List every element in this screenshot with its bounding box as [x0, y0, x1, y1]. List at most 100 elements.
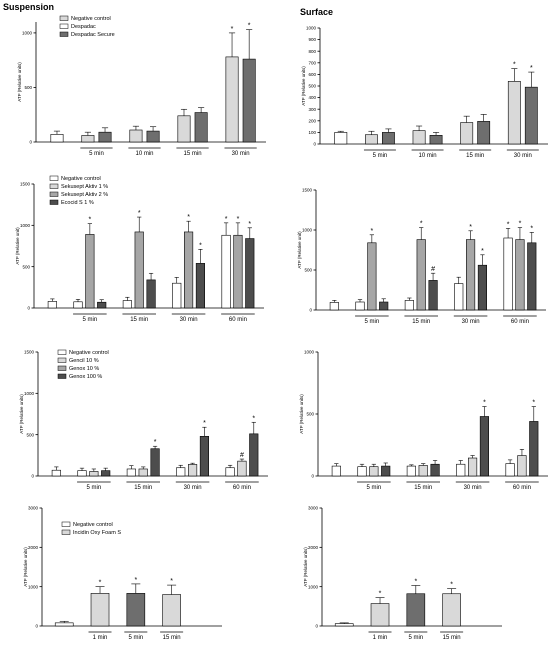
bar — [442, 593, 461, 627]
bar — [194, 112, 208, 143]
chart-surface-despadac: 0 100 200 300 400 500 600 700 800 900 1000 ATP (Rel… — [301, 26, 548, 159]
x-category-label: 15 min — [412, 319, 430, 325]
x-category-label: 30 min — [514, 153, 532, 159]
significance-mark: * — [187, 214, 190, 221]
x-category-label: 5 min — [367, 485, 382, 491]
x-category-label: 30 min — [464, 485, 482, 491]
y-tick-label: 1000 — [22, 31, 33, 36]
y-tick-label: 1000 — [24, 391, 35, 396]
bar — [51, 469, 61, 477]
x-category-label: 5 min — [83, 317, 98, 323]
bar — [466, 239, 476, 311]
bar — [428, 280, 438, 311]
bar — [225, 56, 239, 143]
chart-suspension-despadac: 0 500 1000 ATP (Relative units) 5 min 10 min 1… — [17, 15, 266, 157]
legend-label: Incidin Oxy Foam S — [73, 530, 121, 536]
chart-suspension-sekusept: 0 500 1000 1500 ATP (Relative unit) * 5 min * 15… — [15, 175, 264, 323]
bar — [146, 130, 160, 143]
significance-mark: * — [513, 62, 516, 69]
x-category-label: 15 min — [184, 151, 202, 157]
bar — [406, 593, 426, 627]
y-tick-label: 0 — [35, 624, 38, 629]
y-tick-label: 500 — [24, 85, 32, 90]
legend-label: Negative control — [71, 16, 111, 22]
y-tick-label: 1500 — [302, 188, 313, 193]
significance-mark: * — [225, 216, 228, 223]
bar — [429, 135, 443, 145]
bar — [456, 463, 466, 477]
legend-swatch — [49, 183, 59, 189]
bar — [505, 463, 515, 477]
legend-label: Sekusept Aktiv 2 % — [61, 192, 108, 198]
x-category-label: 5 min — [87, 485, 102, 491]
legend-swatch — [57, 365, 67, 371]
x-category-label: 15 min — [134, 485, 152, 491]
bar — [177, 115, 191, 143]
bar — [416, 239, 426, 311]
chart-surface-genox: 0 500 1000 ATP (Relative units) 5 min 15 min *… — [299, 350, 548, 491]
legend-label: Despadac Secure — [71, 32, 115, 38]
chart-suspension-genox: 0 500 1000 1500 ATP (Relative units) 5 min * 15… — [19, 349, 268, 491]
bar — [477, 121, 491, 145]
bar — [477, 264, 487, 311]
bar — [90, 593, 110, 627]
x-category-label: 15 min — [163, 635, 181, 641]
legend-swatch — [57, 357, 67, 363]
y-tick-label: 0 — [315, 624, 318, 629]
bar — [418, 465, 428, 477]
y-tick-label: 0 — [311, 474, 314, 479]
bar — [406, 465, 416, 477]
y-tick-label: 500 — [304, 268, 312, 273]
significance-mark: * — [199, 242, 202, 249]
legend-swatch — [57, 349, 67, 355]
x-category-label: 1 min — [93, 635, 108, 641]
significance-mark: * — [154, 439, 157, 446]
significance-mark: * — [248, 23, 251, 30]
bar — [85, 234, 95, 309]
y-tick-label: 0 — [27, 306, 30, 311]
bar — [517, 455, 527, 477]
y-tick-label: 700 — [308, 60, 316, 65]
bar — [515, 239, 525, 311]
legend-swatch — [59, 31, 69, 37]
y-tick-label: 800 — [308, 49, 316, 54]
x-category-label: 60 min — [513, 485, 531, 491]
y-axis-label: ATP (Relative unit) — [297, 231, 302, 269]
bar — [245, 238, 255, 309]
y-tick-label: 400 — [308, 95, 316, 100]
x-category-label: 60 min — [233, 485, 251, 491]
y-tick-label: 100 — [308, 130, 316, 135]
y-tick-label: 1000 — [28, 584, 39, 589]
legend-swatch — [59, 23, 69, 29]
y-tick-label: 900 — [308, 37, 316, 42]
bar — [237, 460, 247, 477]
bar — [507, 81, 521, 145]
y-tick-label: 1000 — [308, 584, 319, 589]
significance-mark: * — [88, 217, 91, 224]
bar — [47, 301, 57, 309]
bar — [382, 132, 395, 145]
bar — [89, 471, 99, 477]
y-tick-label: 500 — [22, 264, 30, 269]
significance-mark: * — [370, 228, 373, 235]
y-tick-label: 3000 — [28, 506, 39, 511]
significance-mark: * — [138, 210, 141, 217]
significance-mark: * — [507, 221, 510, 228]
significance-mark: * — [237, 216, 240, 223]
legend-label: Sekusept Aktiv 1 % — [61, 184, 108, 190]
significance-mark: * — [530, 225, 533, 232]
bar — [329, 302, 339, 311]
chart-suspension-incidin: 0 1000 2000 3000 ATP (Relative units) * 1 min *… — [23, 506, 222, 641]
significance-mark: * — [99, 580, 102, 587]
bar — [81, 135, 95, 143]
legend-swatch — [61, 521, 71, 527]
y-axis-label: ATP (Relative units) — [19, 394, 24, 434]
x-category-label: 15 min — [414, 485, 432, 491]
y-tick-label: 0 — [313, 142, 316, 147]
significance-mark: * — [414, 578, 417, 585]
bar — [355, 301, 365, 311]
y-axis-label: ATP (Relative units) — [23, 547, 28, 587]
legend-swatch — [59, 15, 69, 21]
bar — [199, 436, 209, 477]
x-category-label: 5 min — [128, 635, 143, 641]
